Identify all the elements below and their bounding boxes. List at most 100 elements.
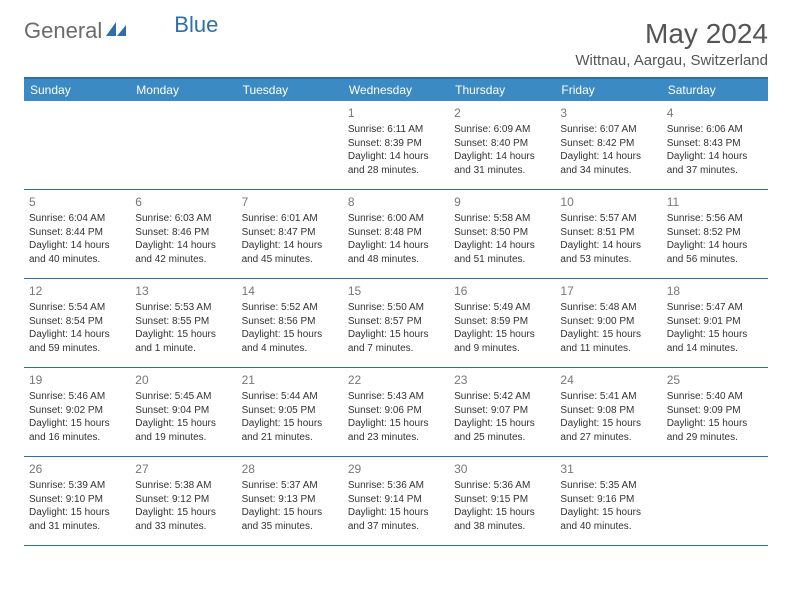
day-detail: Sunrise: 5:58 AM <box>454 212 550 226</box>
day-detail: Sunrise: 5:38 AM <box>135 479 231 493</box>
day-header-row: SundayMondayTuesdayWednesdayThursdayFrid… <box>24 79 768 101</box>
day-detail: Sunset: 8:51 PM <box>560 226 656 240</box>
day-detail: Sunset: 8:55 PM <box>135 315 231 329</box>
day-detail: Sunset: 8:44 PM <box>29 226 125 240</box>
day-detail: Sunrise: 6:00 AM <box>348 212 444 226</box>
day-number: 21 <box>242 372 338 388</box>
day-detail: and 1 minute. <box>135 342 231 356</box>
day-detail: and 34 minutes. <box>560 164 656 178</box>
day-header-tuesday: Tuesday <box>237 79 343 101</box>
day-detail: Sunset: 8:56 PM <box>242 315 338 329</box>
day-cell: 6Sunrise: 6:03 AMSunset: 8:46 PMDaylight… <box>130 190 236 278</box>
day-detail: and 29 minutes. <box>667 431 763 445</box>
day-cell: 28Sunrise: 5:37 AMSunset: 9:13 PMDayligh… <box>237 457 343 545</box>
day-detail: and 37 minutes. <box>348 520 444 534</box>
day-cell: 5Sunrise: 6:04 AMSunset: 8:44 PMDaylight… <box>24 190 130 278</box>
day-number: 8 <box>348 194 444 210</box>
day-detail: Sunrise: 5:44 AM <box>242 390 338 404</box>
day-detail: Daylight: 14 hours <box>667 150 763 164</box>
day-detail: Daylight: 15 hours <box>454 506 550 520</box>
day-detail: Daylight: 15 hours <box>348 506 444 520</box>
day-detail: Daylight: 14 hours <box>560 239 656 253</box>
day-number: 12 <box>29 283 125 299</box>
day-cell: 13Sunrise: 5:53 AMSunset: 8:55 PMDayligh… <box>130 279 236 367</box>
day-detail: Sunset: 8:47 PM <box>242 226 338 240</box>
location: Wittnau, Aargau, Switzerland <box>575 52 768 69</box>
day-cell: 29Sunrise: 5:36 AMSunset: 9:14 PMDayligh… <box>343 457 449 545</box>
day-detail: Sunset: 9:00 PM <box>560 315 656 329</box>
day-detail: and 42 minutes. <box>135 253 231 267</box>
day-cell: 31Sunrise: 5:35 AMSunset: 9:16 PMDayligh… <box>555 457 661 545</box>
day-detail: Daylight: 15 hours <box>348 328 444 342</box>
day-number: 11 <box>667 194 763 210</box>
day-cell: 3Sunrise: 6:07 AMSunset: 8:42 PMDaylight… <box>555 101 661 189</box>
day-detail: Sunrise: 5:43 AM <box>348 390 444 404</box>
day-detail: Daylight: 15 hours <box>242 417 338 431</box>
day-detail: and 35 minutes. <box>242 520 338 534</box>
day-detail: Sunrise: 5:57 AM <box>560 212 656 226</box>
day-detail: and 40 minutes. <box>560 520 656 534</box>
day-detail: and 31 minutes. <box>29 520 125 534</box>
day-detail: Sunrise: 5:46 AM <box>29 390 125 404</box>
day-header-sunday: Sunday <box>24 79 130 101</box>
day-number: 31 <box>560 461 656 477</box>
empty-cell <box>130 101 236 189</box>
day-detail: Daylight: 15 hours <box>135 417 231 431</box>
day-detail: Sunrise: 6:03 AM <box>135 212 231 226</box>
day-number: 1 <box>348 105 444 121</box>
day-number: 15 <box>348 283 444 299</box>
day-cell: 27Sunrise: 5:38 AMSunset: 9:12 PMDayligh… <box>130 457 236 545</box>
logo-blue: Blue <box>174 12 218 38</box>
day-detail: Sunset: 8:40 PM <box>454 137 550 151</box>
day-detail: Sunset: 9:14 PM <box>348 493 444 507</box>
day-detail: Sunset: 9:07 PM <box>454 404 550 418</box>
week-row: 19Sunrise: 5:46 AMSunset: 9:02 PMDayligh… <box>24 368 768 457</box>
title-block: May 2024 Wittnau, Aargau, Switzerland <box>575 18 768 69</box>
day-detail: Sunrise: 6:11 AM <box>348 123 444 137</box>
day-detail: Sunrise: 6:06 AM <box>667 123 763 137</box>
day-detail: Sunset: 8:42 PM <box>560 137 656 151</box>
day-detail: Sunset: 9:10 PM <box>29 493 125 507</box>
day-detail: Daylight: 15 hours <box>242 328 338 342</box>
day-detail: Sunrise: 5:52 AM <box>242 301 338 315</box>
day-detail: Daylight: 15 hours <box>454 328 550 342</box>
day-detail: Sunrise: 5:45 AM <box>135 390 231 404</box>
day-number: 24 <box>560 372 656 388</box>
day-number: 25 <box>667 372 763 388</box>
day-detail: Sunrise: 6:07 AM <box>560 123 656 137</box>
day-detail: Daylight: 15 hours <box>560 506 656 520</box>
day-detail: and 23 minutes. <box>348 431 444 445</box>
day-detail: Sunset: 9:04 PM <box>135 404 231 418</box>
day-number: 28 <box>242 461 338 477</box>
day-cell: 2Sunrise: 6:09 AMSunset: 8:40 PMDaylight… <box>449 101 555 189</box>
day-detail: and 25 minutes. <box>454 431 550 445</box>
day-cell: 24Sunrise: 5:41 AMSunset: 9:08 PMDayligh… <box>555 368 661 456</box>
day-detail: and 48 minutes. <box>348 253 444 267</box>
day-number: 20 <box>135 372 231 388</box>
day-detail: Sunrise: 5:53 AM <box>135 301 231 315</box>
day-detail: and 28 minutes. <box>348 164 444 178</box>
day-cell: 17Sunrise: 5:48 AMSunset: 9:00 PMDayligh… <box>555 279 661 367</box>
day-number: 13 <box>135 283 231 299</box>
week-row: 12Sunrise: 5:54 AMSunset: 8:54 PMDayligh… <box>24 279 768 368</box>
day-detail: and 38 minutes. <box>454 520 550 534</box>
day-cell: 12Sunrise: 5:54 AMSunset: 8:54 PMDayligh… <box>24 279 130 367</box>
day-detail: and 11 minutes. <box>560 342 656 356</box>
day-detail: Daylight: 14 hours <box>560 150 656 164</box>
day-cell: 25Sunrise: 5:40 AMSunset: 9:09 PMDayligh… <box>662 368 768 456</box>
day-detail: Sunrise: 5:47 AM <box>667 301 763 315</box>
day-detail: Sunset: 8:54 PM <box>29 315 125 329</box>
day-number: 17 <box>560 283 656 299</box>
day-detail: Daylight: 14 hours <box>454 239 550 253</box>
logo-icon <box>106 20 128 43</box>
day-cell: 11Sunrise: 5:56 AMSunset: 8:52 PMDayligh… <box>662 190 768 278</box>
day-detail: Sunset: 8:46 PM <box>135 226 231 240</box>
day-detail: Sunset: 8:59 PM <box>454 315 550 329</box>
day-detail: Daylight: 15 hours <box>242 506 338 520</box>
day-detail: Sunset: 9:16 PM <box>560 493 656 507</box>
day-number: 10 <box>560 194 656 210</box>
day-detail: Daylight: 15 hours <box>667 417 763 431</box>
day-detail: Sunrise: 5:40 AM <box>667 390 763 404</box>
day-detail: and 7 minutes. <box>348 342 444 356</box>
empty-cell <box>237 101 343 189</box>
